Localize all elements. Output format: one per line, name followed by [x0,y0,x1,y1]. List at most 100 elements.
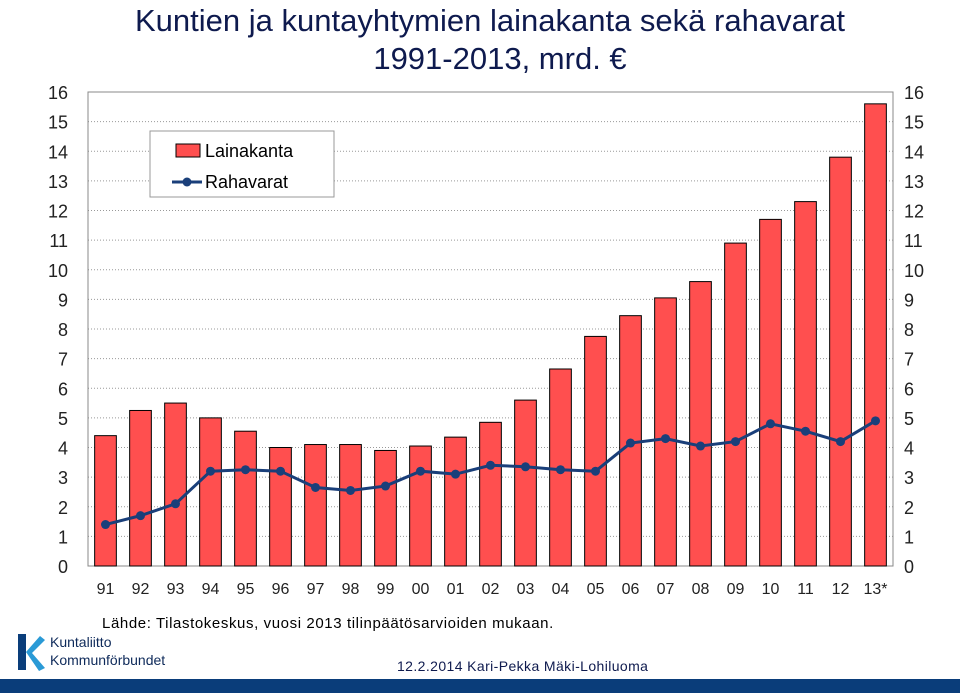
line-point [696,441,705,451]
bar [234,430,257,567]
x-tick-label: 91 [97,581,115,598]
bar [94,435,117,567]
y-tick-label-right: 12 [904,202,924,222]
x-tick-label: 97 [307,581,325,598]
legend-bar-swatch [175,143,201,158]
bar-series [94,103,887,567]
bar [864,103,887,567]
bar [269,447,292,567]
line-point [416,466,425,476]
bar [654,297,677,567]
bar [339,444,362,567]
legend-line-marker [182,177,192,187]
y-tick-label-left: 4 [58,439,68,459]
kuntaliitto-logo: Kuntaliitto Kommunförbundet [14,630,214,676]
y-tick-label-left: 0 [58,557,68,577]
bar [724,242,747,567]
y-tick-label-right: 7 [904,350,914,370]
bar [689,281,712,567]
line-point [626,438,635,448]
x-tick-label: 95 [237,581,255,598]
x-tick-label: 12 [832,581,850,598]
x-tick-label: 04 [552,581,570,598]
y-tick-label-left: 13 [48,172,68,192]
bar [304,444,327,567]
footer-text: 12.2.2014 Kari-Pekka Mäki-Lohiluoma [397,658,649,674]
line-point [171,499,180,509]
line-point [731,437,740,447]
y-tick-label-right: 1 [904,527,914,547]
line-point [206,466,215,476]
x-tick-label: 94 [202,581,220,598]
logo-text-1: Kuntaliitto [50,634,112,650]
line-point [661,434,670,444]
line-point [836,437,845,447]
bar [129,409,152,567]
y-tick-label-right: 5 [904,409,914,429]
y-tick-label-left: 8 [58,320,68,340]
x-tick-label: 13* [863,581,887,598]
y-tick-label-left: 12 [48,202,68,222]
bar [164,402,187,567]
y-tick-label-left: 6 [58,379,68,399]
x-tick-label: 08 [692,581,710,598]
y-tick-label-left: 16 [48,83,68,103]
y-tick-label-left: 11 [49,231,68,251]
line-point [521,462,530,472]
logo-mark-icon [18,634,45,671]
x-tick-label: 92 [132,581,150,598]
x-tick-label: 11 [797,581,814,598]
y-tick-label-left: 9 [58,290,68,310]
line-point [241,465,250,475]
line-point [381,481,390,491]
legend-box [149,130,335,198]
y-tick-label-right: 0 [904,557,914,577]
bar [584,335,607,567]
bar [794,201,817,567]
x-tick-label: 02 [482,581,500,598]
y-tick-label-right: 2 [904,498,914,518]
y-tick-label-left: 14 [48,142,68,162]
y-tick-label-right: 14 [904,142,924,162]
y-tick-label-right: 4 [904,439,914,459]
line-point [276,466,285,476]
y-tick-label-right: 6 [904,379,914,399]
bar [759,218,782,567]
y-tick-label-left: 1 [58,527,68,547]
bar [444,436,467,567]
bar [479,421,502,567]
y-tick-label-left: 7 [58,350,68,370]
x-tick-label: 01 [447,581,465,598]
line-point [556,465,565,475]
x-tick-label: 03 [517,581,535,598]
y-tick-label-right: 9 [904,290,914,310]
line-point [486,460,495,470]
line-point [801,426,810,436]
x-tick-label: 10 [762,581,780,598]
legend-label-line: Rahavarat [205,172,288,192]
y-tick-label-right: 13 [904,172,924,192]
x-tick-label: 07 [657,581,675,598]
x-axis: 91 92 93 94 95 96 97 98 99 00 01 02 03 04 05 06 07 08 09 10… [97,581,888,598]
x-tick-label: 96 [272,581,290,598]
y-tick-label-right: 15 [904,113,924,133]
bar [829,156,852,567]
legend-label-bar: Lainakanta [205,141,294,161]
source-note: Lähde: Tilastokeskus, vuosi 2013 tilinpä… [102,615,554,632]
x-tick-label: 06 [622,581,640,598]
x-tick-label: 93 [167,581,185,598]
x-tick-label: 09 [727,581,745,598]
line-point [766,419,775,429]
line-point [346,485,355,495]
title-line-2: 1991-2013, mrd. € [373,41,627,76]
bar [514,399,537,567]
bar [199,417,222,567]
bar [409,445,432,567]
x-tick-label: 99 [377,581,395,598]
bottom-bar [0,679,960,693]
y-tick-label-left: 15 [48,113,68,133]
x-tick-label: 05 [587,581,605,598]
y-tick-label-left: 2 [58,498,68,518]
line-point [591,466,600,476]
